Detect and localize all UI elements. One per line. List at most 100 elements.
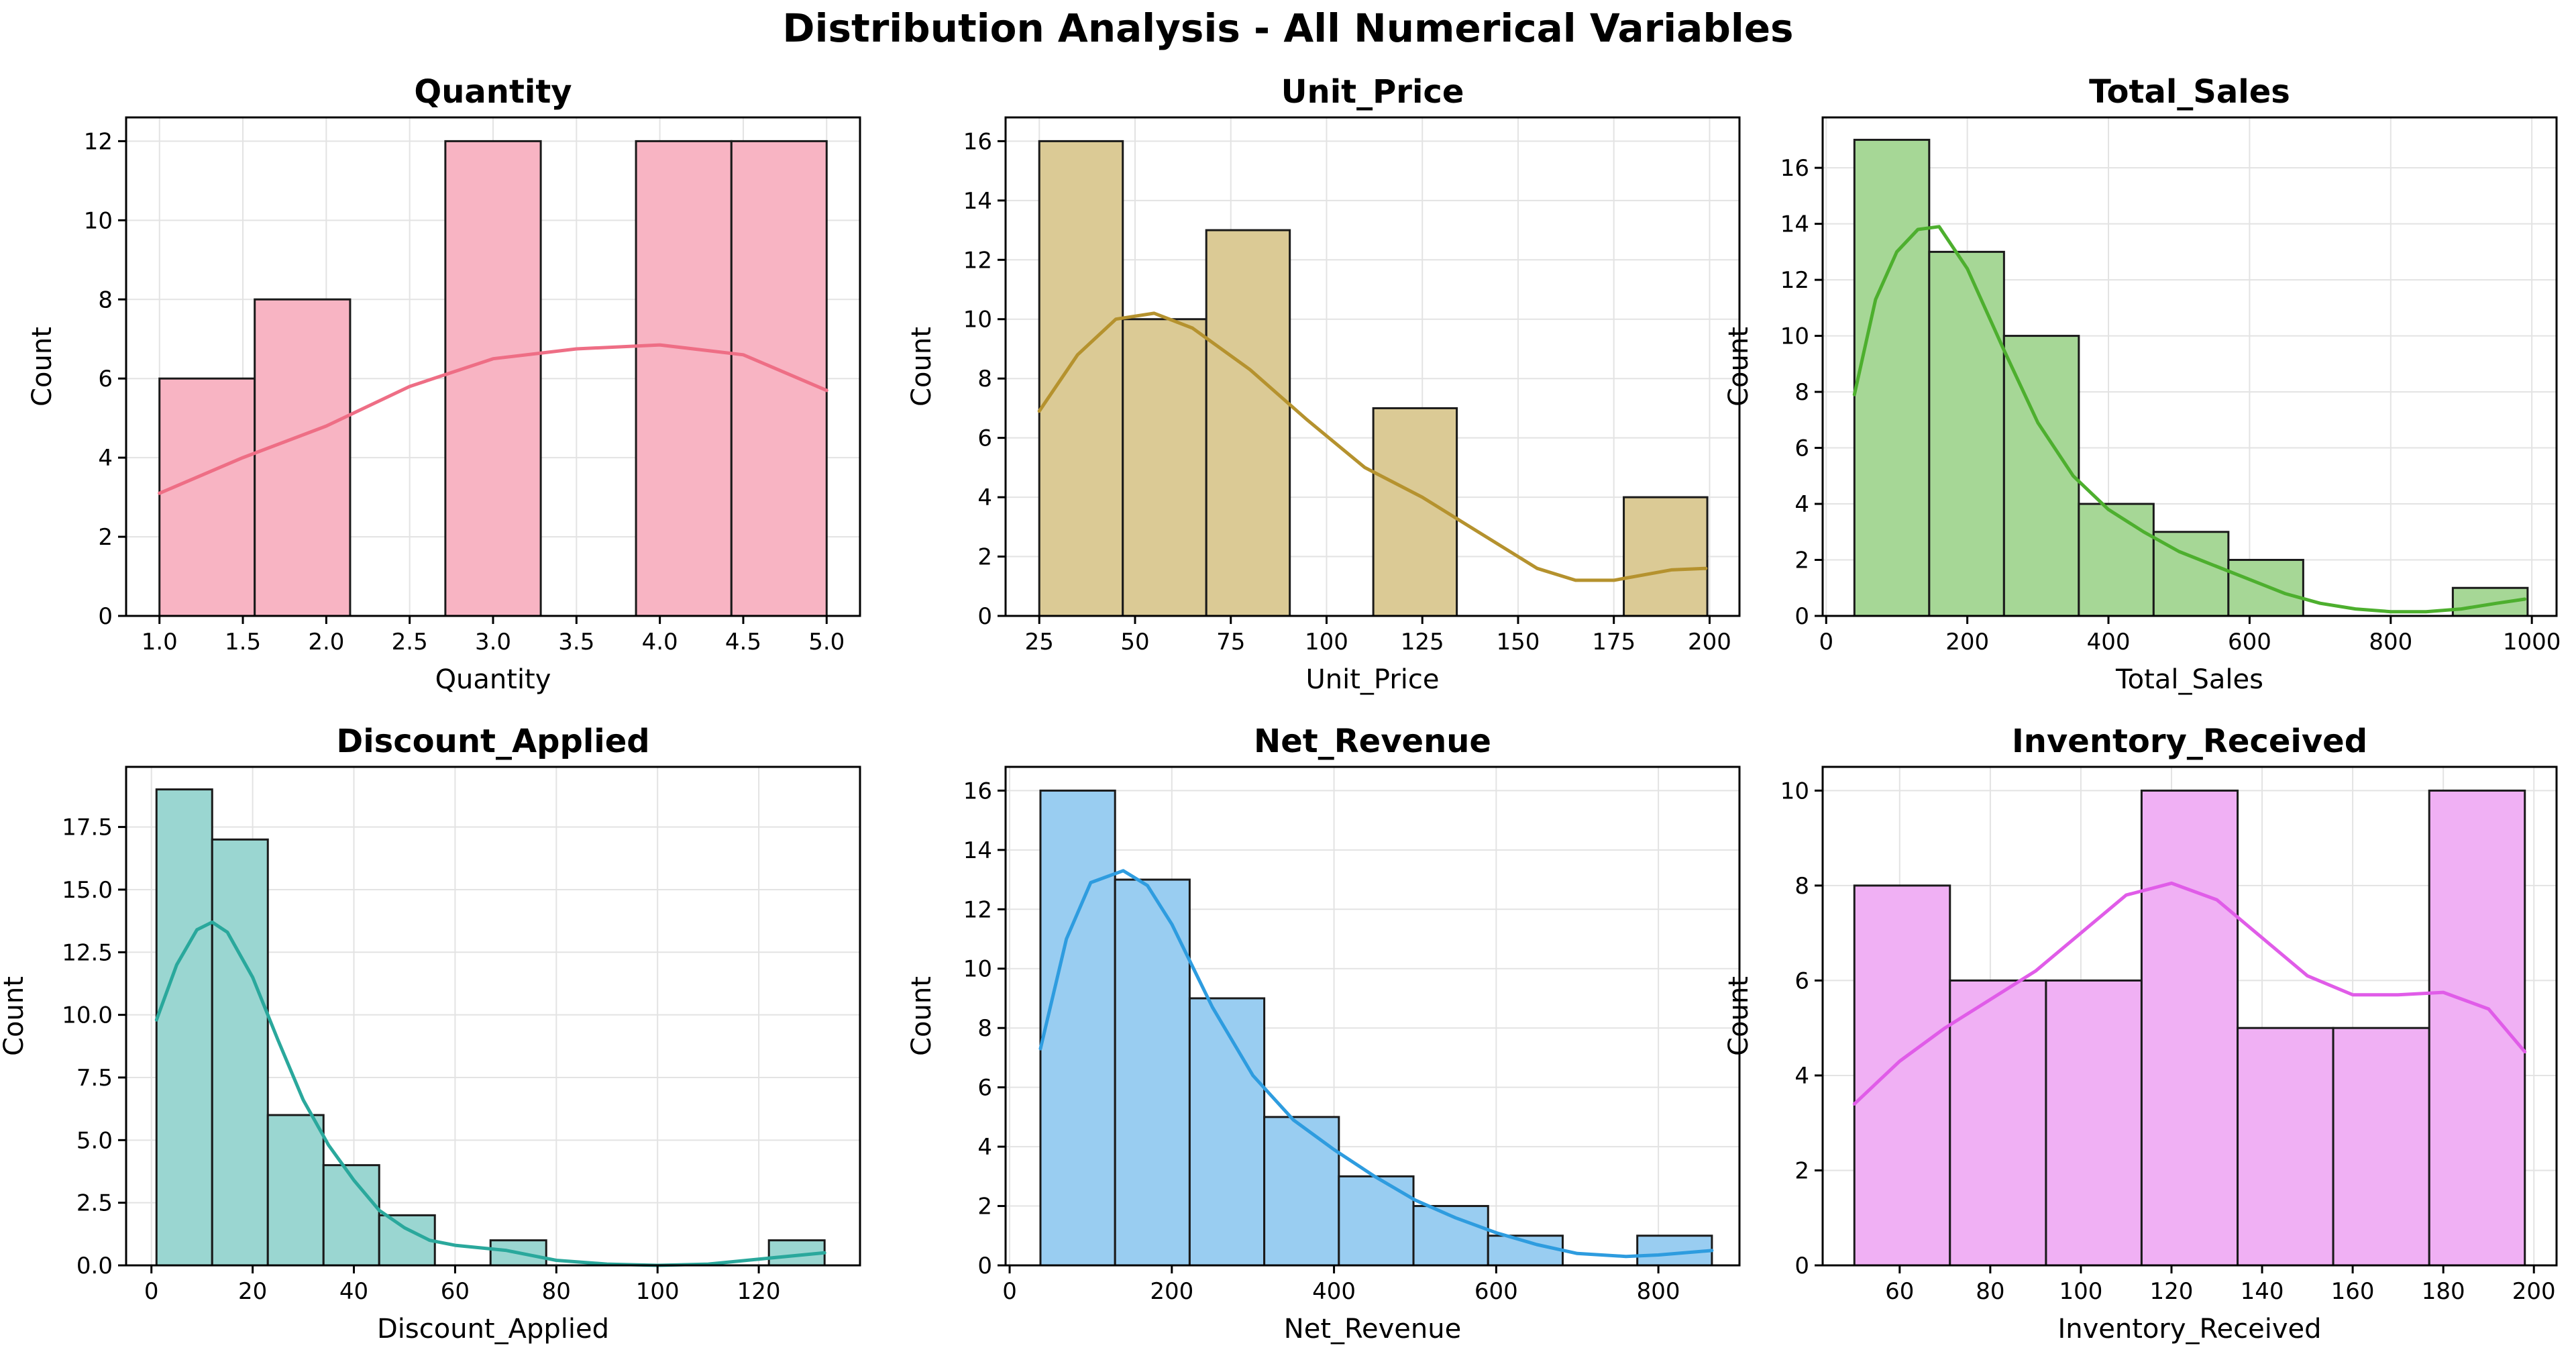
x-tick-label: 75 [1216,629,1245,655]
x-tick-label: 5.0 [808,629,845,655]
y-tick-label: 8 [98,286,113,313]
histogram-bar [155,788,213,1267]
x-tick-label: 200 [2512,1278,2556,1305]
x-tick-label: 175 [1592,629,1635,655]
x-tick-label: 20 [238,1278,267,1305]
x-tick-label: 150 [1497,629,1540,655]
histogram-bar [1188,997,1266,1267]
y-tick-label: 10 [1780,778,1809,804]
y-tick-label: 8 [1794,873,1809,900]
x-tick-label: 80 [542,1278,571,1305]
y-tick-label: 15.0 [62,877,113,904]
x-tick-label: 160 [2331,1278,2375,1305]
x-tick-label: 60 [1885,1278,1914,1305]
y-axis-label: Count [906,976,937,1056]
x-tick-label: 4.0 [642,629,678,655]
y-tick-label: 6 [977,1075,992,1102]
kde-line [1037,311,1708,582]
y-tick-label: 0 [977,1253,992,1279]
y-axis-label: Count [0,976,30,1056]
histogram-bar [2332,1027,2430,1267]
y-axis-label: Count [1723,976,1754,1056]
y-tick-label: 14 [963,188,992,215]
x-tick-label: 125 [1401,629,1444,655]
histogram-bar [266,1114,325,1267]
histogram-bar [730,140,828,617]
x-tick-label: 0 [1819,629,1833,655]
y-tick-label: 8 [977,366,992,392]
histogram-bar [2140,789,2239,1267]
y-tick-label: 6 [98,366,113,392]
x-tick-label: 120 [2150,1278,2194,1305]
axes-frame [1821,116,2558,617]
x-tick-label: 400 [1312,1278,1356,1305]
kde-line [1852,225,2527,614]
x-tick-label: 800 [1637,1278,1680,1305]
histogram-bar [1205,229,1291,617]
y-tick-label: 2.5 [76,1190,113,1217]
histogram-bar [1338,1175,1415,1267]
axes-frame [125,766,861,1267]
kde-line [1038,869,1714,1259]
histogram-bar [1039,789,1116,1267]
histogram-bar [2237,1027,2334,1267]
x-tick-label: 0 [144,1278,159,1305]
histogram-bar [2002,335,2080,617]
x-tick-label: 600 [2228,629,2271,655]
x-tick-label: 600 [1474,1278,1518,1305]
histogram-bar [2045,979,2143,1267]
axes-frame [1004,766,1741,1267]
y-axis-label: Count [906,327,937,407]
y-tick-label: 0 [977,603,992,630]
kde-line [1852,881,2527,1106]
histogram-bar [1038,140,1124,617]
chart-title: Unit_Price [1281,73,1464,111]
x-tick-label: 3.5 [558,629,594,655]
x-tick-label: 50 [1120,629,1149,655]
y-tick-label: 0 [1794,1253,1809,1279]
histogram-bar [1853,138,1931,617]
histogram-bar [635,140,733,617]
y-tick-label: 8 [1794,379,1809,406]
x-tick-label: 140 [2241,1278,2284,1305]
chart-panel: 25 50 75 100 125 150 175 200 0 2 4 6 8 10 12 14 16 Unit_P… [906,73,1741,695]
y-tick-label: 4 [977,1134,992,1161]
y-tick-label: 12 [963,896,992,923]
y-tick-label: 6 [1794,435,1809,462]
x-axis-label: Net_Revenue [1284,1314,1461,1345]
x-tick-label: 120 [737,1278,781,1305]
y-tick-label: 4 [1794,491,1809,518]
y-tick-label: 14 [963,837,992,864]
x-tick-label: 100 [1305,629,1348,655]
x-tick-label: 180 [2422,1278,2465,1305]
histogram-bar [1928,250,2005,617]
y-tick-label: 10.0 [62,1002,113,1029]
y-tick-label: 12 [84,128,113,155]
x-tick-label: 1.5 [225,629,261,655]
y-tick-label: 14 [1780,211,1809,238]
y-tick-label: 2 [1794,547,1809,574]
y-tick-label: 4 [1794,1063,1809,1090]
y-tick-label: 10 [84,207,113,234]
x-axis-label: Unit_Price [1305,664,1439,695]
chart-panel: 60 80 100 120 140 160 180 200 0 2 4 6 8 10 Inventory_R… [1723,723,2558,1345]
y-tick-label: 6 [977,425,992,452]
y-tick-label: 12 [1780,267,1809,294]
x-tick-label: 80 [1976,1278,2004,1305]
histogram-bar [444,140,542,617]
chart-title: Inventory_Received [2012,723,2367,760]
y-tick-label: 12.5 [62,939,113,966]
y-tick-label: 10 [963,956,992,983]
histogram-bar [1949,979,2047,1267]
x-tick-label: 100 [2059,1278,2102,1305]
y-tick-label: 8 [977,1015,992,1042]
y-tick-label: 4 [98,445,113,472]
y-tick-label: 2 [98,524,113,551]
y-tick-label: 7.5 [76,1065,113,1092]
y-tick-label: 16 [963,778,992,804]
y-tick-label: 0.0 [76,1253,113,1279]
x-tick-label: 1.0 [142,629,178,655]
x-tick-label: 40 [339,1278,368,1305]
